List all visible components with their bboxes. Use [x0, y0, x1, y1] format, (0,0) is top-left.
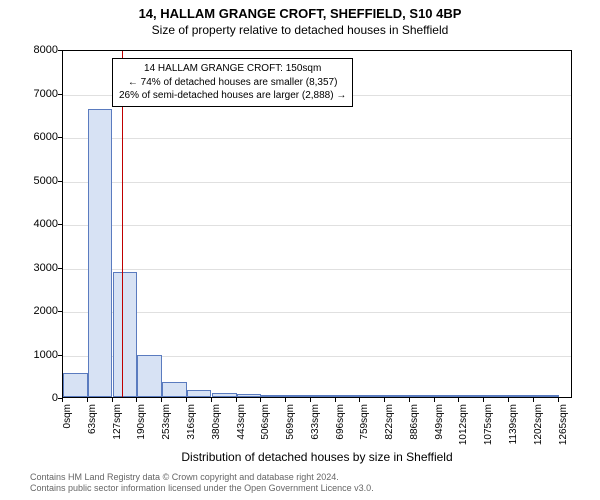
x-tick-label: 316sqm: [186, 404, 197, 464]
histogram-bar: [187, 390, 212, 397]
grid-line: [63, 138, 571, 139]
x-tick-mark: [310, 398, 311, 402]
histogram-bar: [484, 395, 509, 397]
x-tick-label: 380sqm: [211, 404, 222, 464]
x-tick-label: 1202sqm: [533, 404, 544, 464]
histogram-bar: [509, 395, 534, 397]
x-tick-mark: [483, 398, 484, 402]
grid-line: [63, 225, 571, 226]
x-tick-label: 253sqm: [161, 404, 172, 464]
x-tick-label: 759sqm: [359, 404, 370, 464]
footer-line-1: Contains HM Land Registry data © Crown c…: [30, 472, 374, 483]
footer-line-2: Contains public sector information licen…: [30, 483, 374, 494]
x-tick-label: 127sqm: [112, 404, 123, 464]
x-tick-mark: [87, 398, 88, 402]
x-tick-mark: [335, 398, 336, 402]
main-title: 14, HALLAM GRANGE CROFT, SHEFFIELD, S10 …: [0, 6, 600, 21]
y-tick-mark: [58, 50, 62, 51]
y-tick-mark: [58, 224, 62, 225]
histogram-bar: [410, 395, 435, 397]
grid-line: [63, 312, 571, 313]
y-tick-label: 6000: [8, 131, 58, 143]
x-tick-label: 190sqm: [136, 404, 147, 464]
x-tick-mark: [236, 398, 237, 402]
x-tick-mark: [260, 398, 261, 402]
histogram-bar: [261, 395, 286, 397]
y-tick-label: 4000: [8, 218, 58, 230]
x-tick-label: 443sqm: [236, 404, 247, 464]
x-tick-mark: [558, 398, 559, 402]
y-tick-label: 0: [8, 392, 58, 404]
y-tick-label: 5000: [8, 175, 58, 187]
y-tick-label: 2000: [8, 305, 58, 317]
histogram-bar: [137, 355, 162, 397]
y-tick-mark: [58, 94, 62, 95]
y-tick-label: 8000: [8, 44, 58, 56]
histogram-bar: [534, 395, 559, 397]
x-tick-mark: [285, 398, 286, 402]
y-tick-mark: [58, 311, 62, 312]
histogram-bar: [88, 109, 113, 397]
histogram-bar: [113, 272, 138, 397]
x-tick-mark: [112, 398, 113, 402]
histogram-bar: [459, 395, 484, 397]
reference-annotation: 14 HALLAM GRANGE CROFT: 150sqm← 74% of d…: [112, 58, 353, 107]
x-tick-label: 633sqm: [310, 404, 321, 464]
x-tick-mark: [161, 398, 162, 402]
y-tick-mark: [58, 137, 62, 138]
x-tick-mark: [434, 398, 435, 402]
histogram-bar: [311, 395, 336, 397]
x-tick-mark: [384, 398, 385, 402]
x-tick-label: 696sqm: [335, 404, 346, 464]
y-tick-label: 3000: [8, 262, 58, 274]
histogram-bar: [435, 395, 460, 397]
x-tick-mark: [458, 398, 459, 402]
x-tick-label: 886sqm: [409, 404, 420, 464]
x-tick-mark: [186, 398, 187, 402]
annotation-line-0: 14 HALLAM GRANGE CROFT: 150sqm: [119, 62, 346, 76]
x-tick-label: 63sqm: [87, 404, 98, 464]
y-tick-mark: [58, 355, 62, 356]
y-tick-mark: [58, 181, 62, 182]
x-tick-mark: [359, 398, 360, 402]
histogram-bar: [385, 395, 410, 397]
y-tick-label: 1000: [8, 349, 58, 361]
x-tick-label: 949sqm: [434, 404, 445, 464]
x-tick-label: 1075sqm: [483, 404, 494, 464]
annotation-line-2: 26% of semi-detached houses are larger (…: [119, 89, 346, 103]
histogram-bar: [286, 395, 311, 397]
histogram-bar: [360, 395, 385, 397]
x-tick-mark: [211, 398, 212, 402]
histogram-bar: [336, 395, 361, 397]
histogram-bar: [237, 394, 262, 397]
y-tick-label: 7000: [8, 88, 58, 100]
histogram-bar: [212, 393, 237, 397]
x-tick-label: 569sqm: [285, 404, 296, 464]
grid-line: [63, 182, 571, 183]
histogram-bar: [63, 373, 88, 397]
x-tick-mark: [409, 398, 410, 402]
sub-title: Size of property relative to detached ho…: [0, 23, 600, 37]
x-tick-label: 1265sqm: [558, 404, 569, 464]
y-tick-mark: [58, 268, 62, 269]
x-tick-mark: [533, 398, 534, 402]
annotation-line-1: ← 74% of detached houses are smaller (8,…: [119, 76, 346, 90]
grid-line: [63, 269, 571, 270]
footer-attribution: Contains HM Land Registry data © Crown c…: [30, 472, 374, 494]
x-tick-label: 1012sqm: [458, 404, 469, 464]
x-tick-mark: [136, 398, 137, 402]
x-tick-label: 1139sqm: [508, 404, 519, 464]
x-tick-mark: [508, 398, 509, 402]
x-tick-label: 822sqm: [384, 404, 395, 464]
x-tick-mark: [62, 398, 63, 402]
x-tick-label: 506sqm: [260, 404, 271, 464]
x-tick-label: 0sqm: [62, 404, 73, 464]
histogram-bar: [162, 382, 187, 397]
title-block: 14, HALLAM GRANGE CROFT, SHEFFIELD, S10 …: [0, 0, 600, 37]
